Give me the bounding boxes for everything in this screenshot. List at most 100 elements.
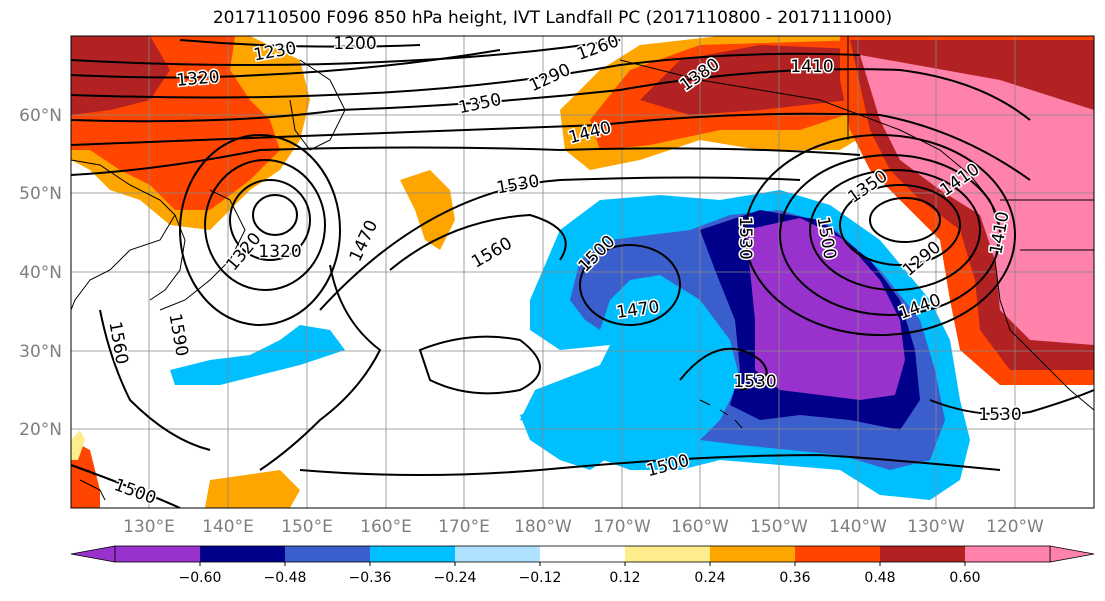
ivt-negative-patch-west xyxy=(170,325,345,385)
contour-1470 xyxy=(71,146,861,176)
contour-label: 1530 xyxy=(978,405,1021,425)
lon-label-130e: 130°E xyxy=(123,517,175,537)
contour-label-group: 1530 xyxy=(977,404,1023,427)
contour-label: 1530 xyxy=(733,372,776,392)
lon-label-130w: 130°W xyxy=(907,517,965,537)
lon-label-150e: 150°E xyxy=(281,517,333,537)
lon-label-170w: 170°W xyxy=(593,517,651,537)
colorbar-tick-label: −0.48 xyxy=(264,570,307,586)
contour-low-northeast-3 xyxy=(809,169,981,291)
map-title: 2017110500 F096 850 hPa height, IVT Land… xyxy=(212,8,893,28)
contour-1530-east xyxy=(929,389,1094,416)
contour-1440 xyxy=(71,112,1031,181)
contour-label-group: 1410 xyxy=(789,56,835,79)
colorbar-segment xyxy=(880,546,965,562)
coastline-japan xyxy=(159,189,246,311)
colorbar-tick-label: 0.60 xyxy=(949,570,980,586)
lon-label-160e: 160°E xyxy=(360,517,412,537)
colorbar-tick-label: 0.24 xyxy=(694,570,725,586)
contour-low-northeast-4 xyxy=(779,154,1001,316)
coastline-kamchatka xyxy=(289,59,346,151)
contour-1230 xyxy=(179,39,421,48)
contour-1320 xyxy=(71,49,501,79)
contour-label: 1200 xyxy=(333,34,376,54)
longitude-labels: 130°E 140°E 150°E 160°E 170°E 180°W 170°… xyxy=(123,517,1044,537)
contour-label: 1320 xyxy=(258,242,301,262)
contour-label-group: 1530 xyxy=(732,371,778,394)
contour-label-group: 1320 xyxy=(257,241,303,264)
contour-low-northwest-2 xyxy=(229,179,311,261)
ivt-positive-fringe xyxy=(71,430,85,460)
contour-1500 xyxy=(71,464,181,508)
ivt-positive-region-northeast-core xyxy=(860,55,1094,345)
lon-label-170e: 170°E xyxy=(438,517,490,537)
contour-1410 xyxy=(71,68,1031,123)
colorbar-segment xyxy=(625,546,710,562)
lon-label-120w: 120°W xyxy=(986,517,1044,537)
contour-low-northwest-4 xyxy=(179,134,341,326)
lon-label-160w: 160°W xyxy=(671,517,729,537)
ivt-positive-patch-2 xyxy=(205,470,300,508)
lon-label-180w: 180°W xyxy=(514,517,572,537)
coastline-asia xyxy=(71,159,176,311)
contour-1560 xyxy=(389,213,567,271)
coastline-borders xyxy=(847,36,1094,251)
contour-low-northeast-1 xyxy=(869,197,941,243)
contour-low-northeast-2 xyxy=(839,184,961,266)
colorbar-segment xyxy=(455,546,540,562)
colorbar-arrow-right xyxy=(1049,545,1095,563)
lat-label-20: 20°N xyxy=(19,420,62,440)
ivt-negative-patch-south xyxy=(520,390,680,470)
colorbar-segment xyxy=(965,546,1050,562)
contour-low-northeast-5 xyxy=(744,134,1016,336)
colorbar-segment xyxy=(795,546,880,562)
contour-label-group: 1530 xyxy=(734,215,757,261)
coastline-north-america xyxy=(994,229,1094,411)
lat-label-40: 40°N xyxy=(19,263,62,283)
colorbar-arrow-left xyxy=(70,545,116,563)
colorbar-tick-label: −0.24 xyxy=(434,570,477,586)
colorbar-segment xyxy=(200,546,285,562)
coastline-korea xyxy=(149,214,186,301)
contour-low-northwest-3 xyxy=(204,159,326,291)
colorbar-tick-label: −0.12 xyxy=(519,570,562,586)
lon-label-140w: 140°W xyxy=(829,517,887,537)
colorbar-frame xyxy=(114,545,1051,563)
colorbar-tick-label: −0.36 xyxy=(349,570,392,586)
contour-label: 1320 xyxy=(176,67,221,91)
contour-low-northwest-1 xyxy=(252,194,298,236)
contour-1290 xyxy=(71,39,621,66)
contour-1530 xyxy=(319,176,801,311)
colorbar-segment xyxy=(710,546,795,562)
lat-label-50: 50°N xyxy=(19,184,62,204)
contour-label-group: 1200 xyxy=(332,33,378,56)
ivt-positive-region-north-central-core xyxy=(640,45,900,115)
ivt-shading-layer xyxy=(71,36,1094,508)
map-frame xyxy=(70,35,1095,509)
colorbar-tick-label: −0.60 xyxy=(179,570,222,586)
coastline-hawaii xyxy=(699,399,743,429)
contour-label: 1410 xyxy=(790,57,833,77)
colorbar-segment xyxy=(370,546,455,562)
contour-label: 1530 xyxy=(735,216,755,259)
contour-low-central xyxy=(579,244,681,326)
colorbar-segment xyxy=(540,546,625,562)
ivt-negative-region-core xyxy=(745,218,905,400)
contour-label-group: 1320 xyxy=(174,66,222,93)
colorbar-tick-label: 0.12 xyxy=(609,570,640,586)
lat-label-30: 30°N xyxy=(19,342,62,362)
contour-1560-loop xyxy=(418,335,541,395)
contour-1500-south xyxy=(299,453,1001,476)
lon-label-150w: 150°W xyxy=(750,517,808,537)
lat-label-60: 60°N xyxy=(19,106,62,126)
ivt-positive-patch-1 xyxy=(400,170,455,250)
contour-1350 xyxy=(71,52,861,99)
colorbar-tick-label: 0.48 xyxy=(864,570,895,586)
lon-label-140e: 140°E xyxy=(202,517,254,537)
contour-1530-south xyxy=(679,347,768,391)
colorbar-segment xyxy=(115,546,200,562)
height-contours xyxy=(71,39,1094,508)
colorbar: −0.60 −0.48 −0.36 −0.24 −0.12 0.12 0.24 0.36 0.4… xyxy=(70,545,1095,586)
colorbar-segment xyxy=(285,546,370,562)
